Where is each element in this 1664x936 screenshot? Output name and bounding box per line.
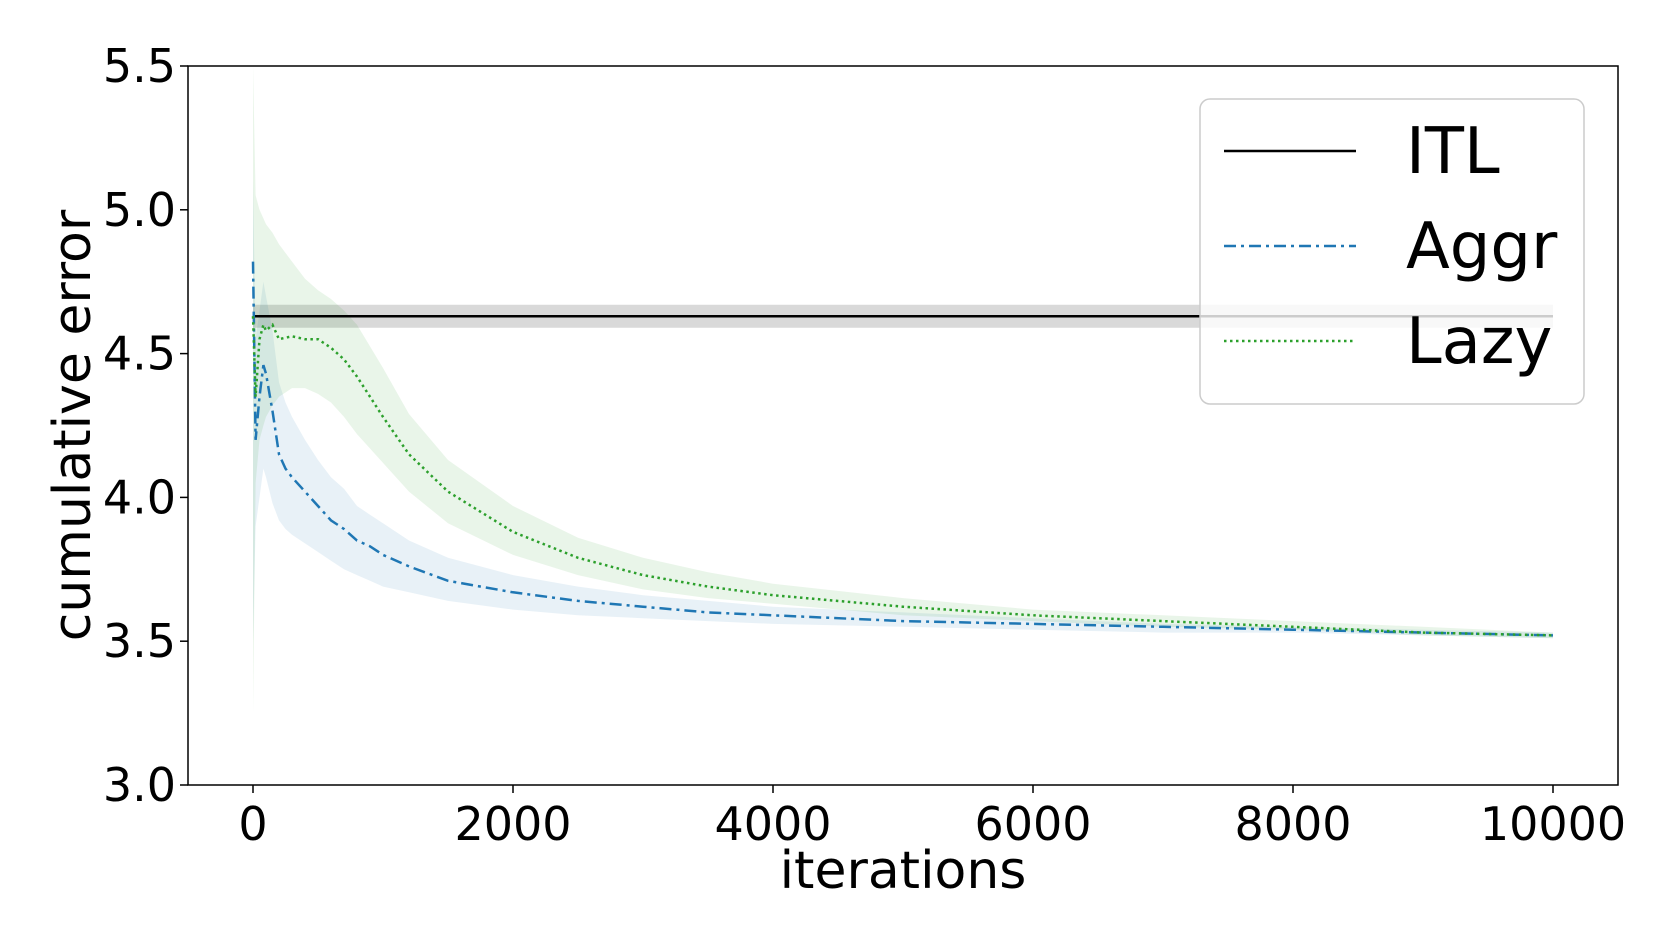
- y-tick-label: 4.0: [103, 470, 176, 524]
- x-axis-ticks: 0 2000 4000 6000 8000 10000: [238, 785, 1626, 851]
- x-tick-label: 6000: [974, 797, 1091, 851]
- lazy-line: [251, 316, 1554, 637]
- x-tick-label: 0: [238, 797, 267, 851]
- y-tick-label: 3.0: [103, 758, 176, 812]
- aggr-line: [251, 261, 1554, 637]
- x-axis-label: iterations: [780, 841, 1027, 901]
- y-axis-ticks: 3.0 3.5 4.0 4.5 5.0 5.5: [103, 39, 188, 812]
- legend-label-aggr: Aggr: [1406, 210, 1558, 284]
- y-tick-label: 4.5: [103, 327, 176, 381]
- plot-frame: [187, 65, 1619, 786]
- legend-box: [1199, 98, 1585, 405]
- x-tick-label: 2000: [454, 797, 571, 851]
- lazy-band: [253, 66, 1553, 714]
- legend-label-itl: ITL: [1406, 115, 1500, 189]
- y-axis-label: cumulative error: [43, 209, 103, 641]
- y-tick-label: 5.0: [103, 183, 176, 237]
- y-tick-label: 5.5: [103, 39, 176, 93]
- x-tick-label: 10000: [1480, 797, 1626, 851]
- legend: ITL Aggr Lazy: [1199, 98, 1585, 405]
- legend-label-lazy: Lazy: [1406, 305, 1552, 379]
- x-tick-label: 4000: [714, 797, 831, 851]
- x-tick-label: 8000: [1234, 797, 1351, 851]
- y-tick-label: 3.5: [103, 614, 176, 668]
